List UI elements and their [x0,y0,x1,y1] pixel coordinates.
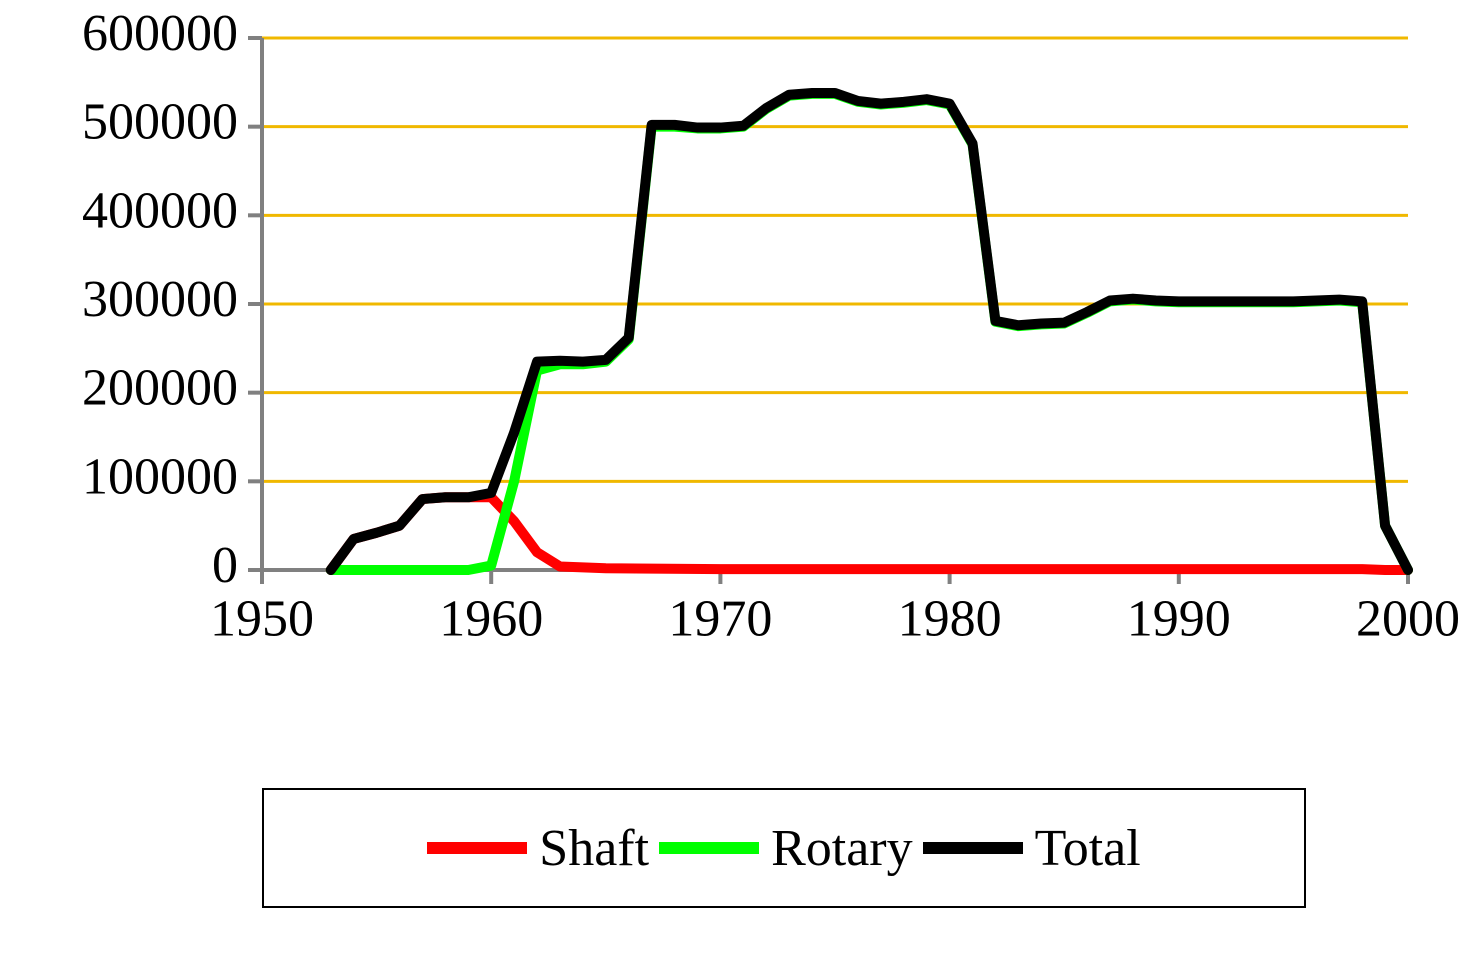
x-tick-label: 1970 [668,591,772,648]
y-tick-label: 100000 [82,448,238,505]
y-tick-label: 600000 [82,5,238,62]
y-tick-label: 300000 [82,271,238,328]
y-tick-label: 200000 [82,360,238,417]
y-tick-label: 500000 [82,94,238,151]
legend-label: Shaft [539,819,649,878]
x-tick-label: 1950 [210,591,314,648]
y-tick-label: 0 [212,537,238,594]
legend-label: Rotary [771,819,913,878]
legend-label: Total [1035,819,1141,878]
x-tick-label: 2000 [1356,591,1460,648]
y-tick-label: 400000 [82,182,238,239]
legend-item-rotary: Rotary [659,819,913,878]
x-tick-label: 1980 [898,591,1002,648]
x-tick-label: 1990 [1127,591,1231,648]
x-tick-label: 1960 [439,591,543,648]
legend-item-shaft: Shaft [427,819,649,878]
legend: Shaft Rotary Total [262,788,1306,908]
chart-container: 0 100000 200000 300000 400000 500000 600000 195… [0,0,1468,964]
legend-swatch [659,842,759,854]
legend-swatch [923,842,1023,854]
legend-item-total: Total [923,819,1141,878]
legend-swatch [427,842,527,854]
